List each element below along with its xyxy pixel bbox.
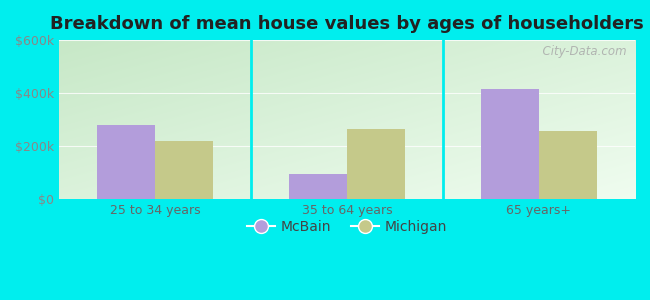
Bar <box>539 131 597 199</box>
Bar <box>289 173 347 199</box>
Bar <box>98 125 155 199</box>
Bar <box>347 129 404 199</box>
Bar <box>482 89 539 199</box>
Legend: McBain, Michigan: McBain, Michigan <box>241 214 453 239</box>
Bar <box>155 140 213 199</box>
Title: Breakdown of mean house values by ages of householders: Breakdown of mean house values by ages o… <box>50 15 644 33</box>
Text: City-Data.com: City-Data.com <box>535 45 627 58</box>
